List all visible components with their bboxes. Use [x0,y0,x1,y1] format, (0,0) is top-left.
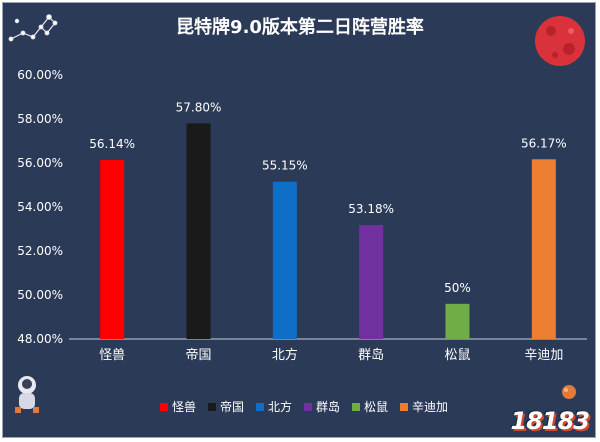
red-planet-icon [535,16,585,66]
x-tick-label: 辛迪加 [524,348,563,363]
astronaut-icon [15,376,39,413]
y-tick-label: 58.00% [17,112,63,126]
brand-logo: 18183 [510,407,590,435]
legend-swatch [208,403,216,411]
y-tick-labels: 48.00% 50.00% 52.00% 54.00% 56.00% 58.00% 60.0… [17,68,63,346]
legend-entry: 群岛 [316,399,340,414]
y-tick-label: 48.00% [17,332,63,346]
data-label: 56.14% [89,137,135,151]
data-label: 53.18% [348,202,394,216]
bar [186,123,211,340]
legend-swatch [352,403,360,411]
data-label: 56.17% [521,136,567,150]
y-tick-label: 60.00% [17,68,63,82]
legend: 怪兽 帝国 北方 群岛 松鼠 辛迪加 [160,399,448,414]
legend-entry: 辛迪加 [412,400,448,414]
legend-swatch [160,403,168,411]
bars: 56.14% 57.80% 55.15% 53.18% 50% 56.17% [89,100,567,340]
y-tick-label: 56.00% [17,156,63,170]
data-label: 55.15% [262,159,308,173]
bar [359,225,384,339]
y-tick-label: 54.00% [17,200,63,214]
legend-entry: 怪兽 [172,400,196,414]
data-label: 57.80% [176,100,222,114]
x-tick-label: 怪兽 [99,348,125,363]
chart-frame: 昆特牌9.0版本第二日阵营胜率 [2,2,596,438]
bar [531,159,556,339]
x-tick-label: 帝国 [185,347,211,363]
x-tick-label: 群岛 [358,347,384,363]
data-label: 50% [444,281,471,295]
x-tick-label: 北方 [272,347,298,363]
legend-entry: 帝国 [220,399,244,414]
legend-entry: 北方 [268,399,292,414]
legend-swatch [400,403,408,411]
bar [272,181,297,339]
y-tick-label: 50.00% [17,288,63,302]
constellation-icon [8,14,58,42]
legend-swatch [256,403,264,411]
x-tick-label: 松鼠 [444,348,470,363]
category-labels: 怪兽 帝国 北方 群岛 松鼠 辛迪加 [99,347,563,363]
bar [100,159,125,339]
legend-entry: 松鼠 [364,400,388,414]
y-tick-label: 52.00% [17,244,63,258]
chart-title: 昆特牌9.0版本第二日阵营胜率 [176,17,424,38]
legend-swatch [304,403,312,411]
bar [445,303,470,339]
small-planet-icon [562,385,576,399]
bar-chart: 48.00% 50.00% 52.00% 54.00% 56.00% 58.00% 60.0… [8,14,587,414]
